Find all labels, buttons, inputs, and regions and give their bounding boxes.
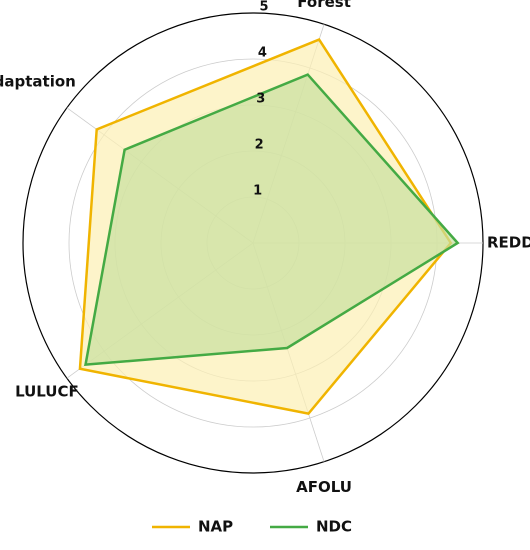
r-tick-label: 1 (253, 184, 262, 199)
r-tick-label: 2 (255, 138, 264, 153)
axis-label: LULUCF (15, 383, 79, 401)
series-area (84, 73, 460, 367)
axis-label: Adaptation (0, 72, 76, 90)
legend-label: NDC (316, 518, 352, 536)
axis-label: AFOLU (296, 478, 352, 496)
r-tick-label: 3 (256, 92, 265, 107)
axis-label: Forest (297, 0, 351, 11)
r-tick-label: 5 (260, 0, 269, 15)
r-tick-label: 4 (258, 46, 267, 61)
axis-label: REDD+ (487, 234, 530, 252)
legend-label: NAP (198, 518, 233, 536)
